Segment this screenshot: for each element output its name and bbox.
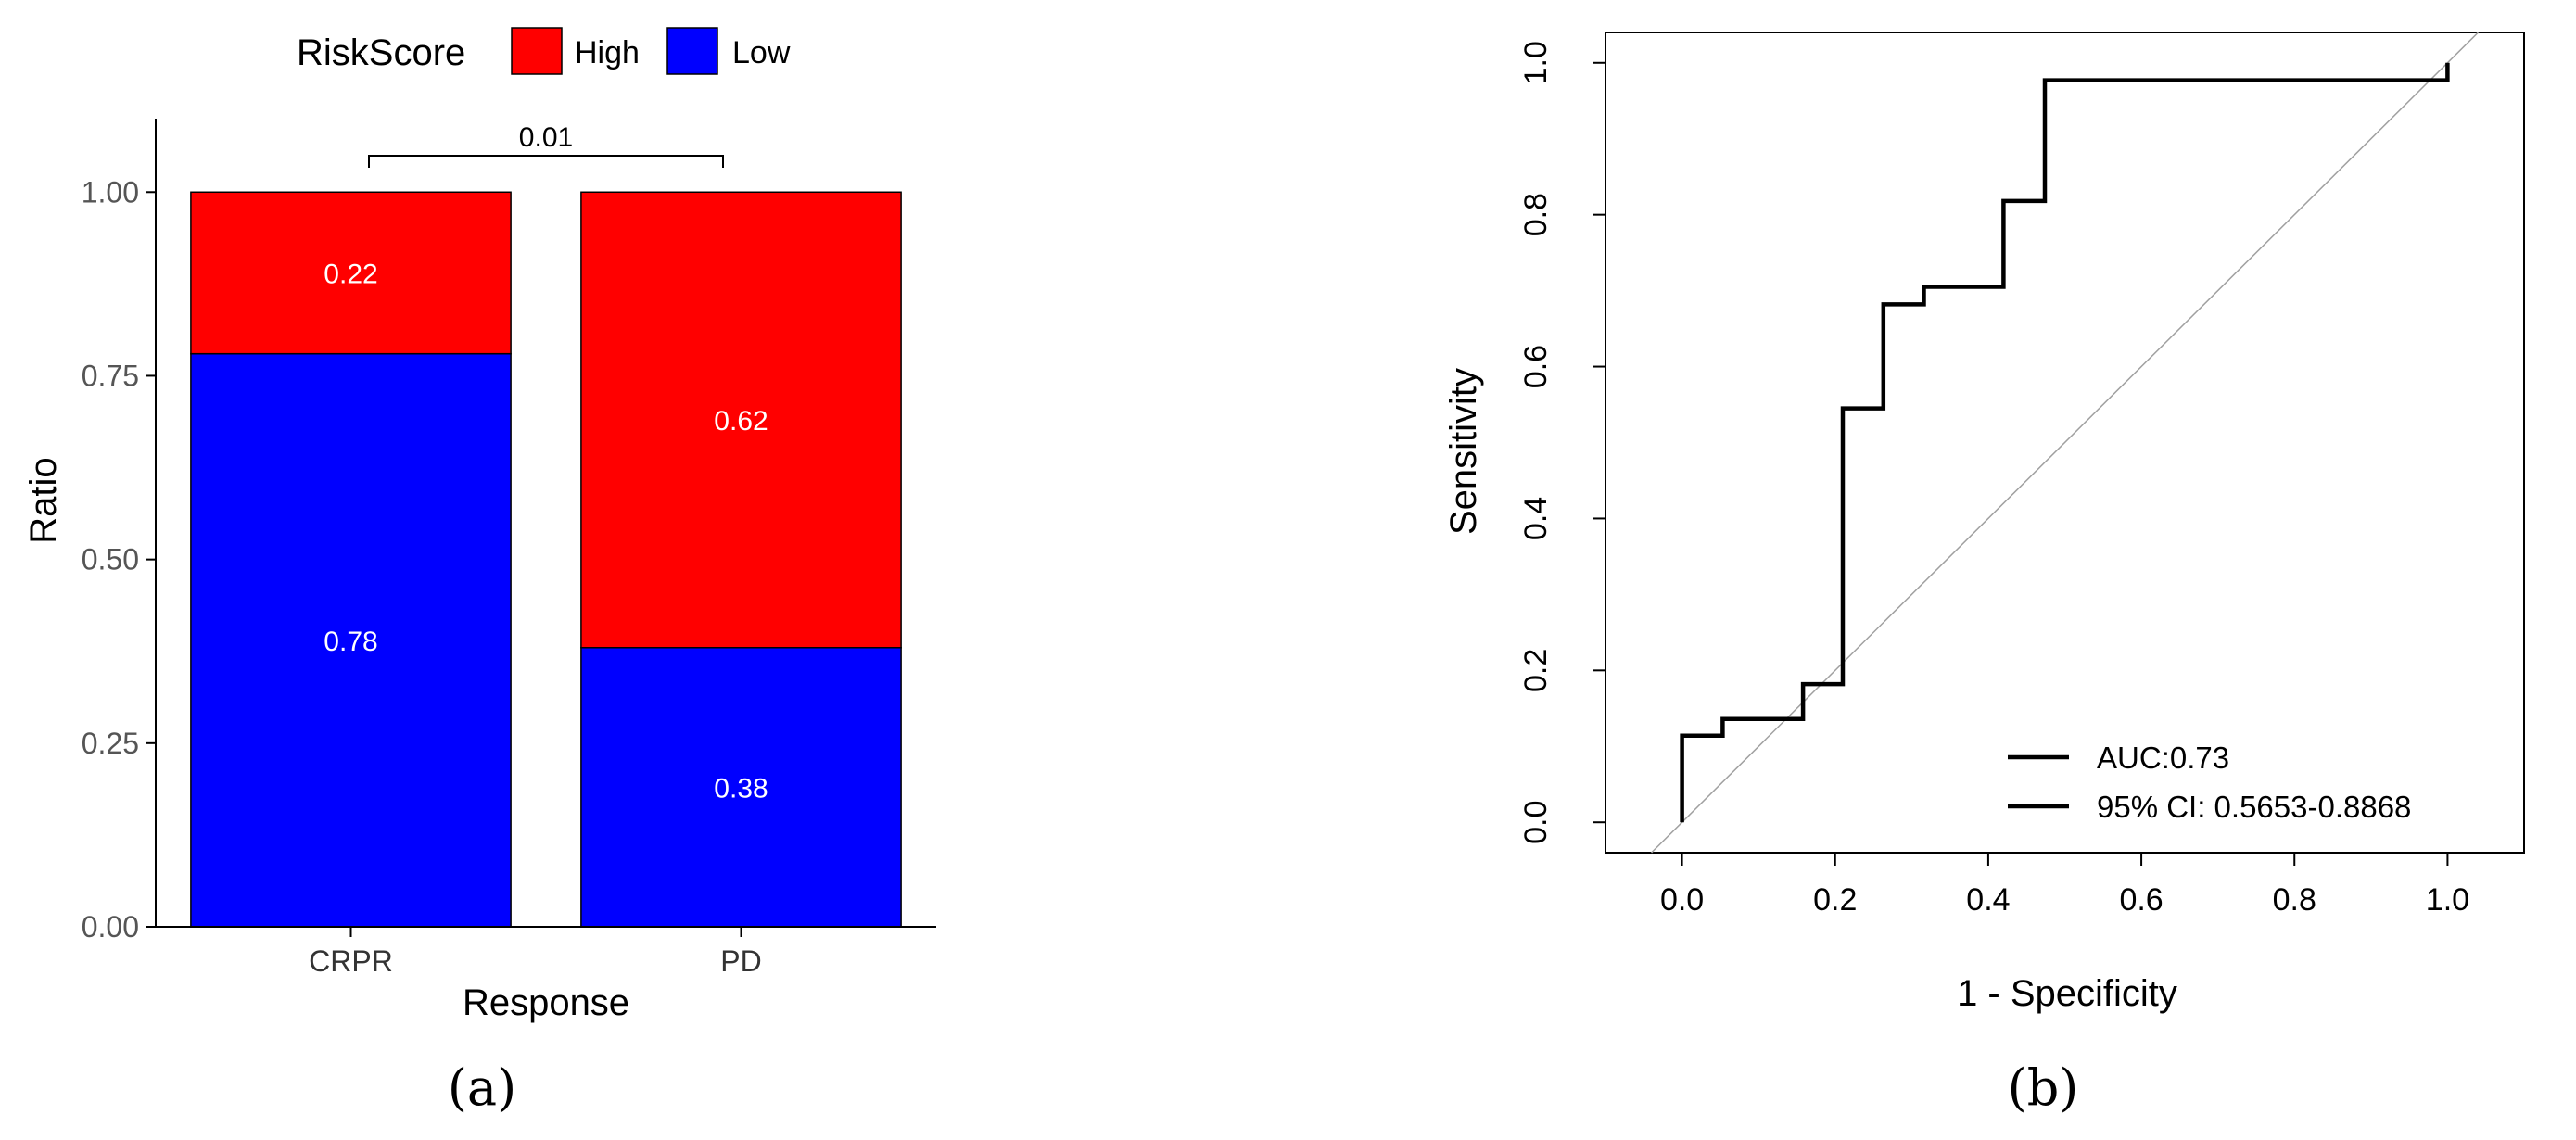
bar-value-label-crpr-low: 0.78 [324,627,377,657]
bar-crpr-high [190,191,512,355]
panel-a-stacked-bar-chart: RiskScore High Low 0.78 0.22 0.38 0.62 0.00… [23,27,936,1117]
bar-value-label-crpr-high: 0.22 [324,259,377,289]
reference-diagonal-line [1651,32,2479,854]
legend-title: RiskScore [297,32,465,73]
p-value-label: 0.01 [519,122,573,153]
legend-swatch-high [511,27,563,75]
bar-pd-high [580,191,902,649]
legend-label-low: Low [732,35,791,70]
x-tick-label: 0.4 [1966,882,2010,918]
y-tick-label: 0.2 [1518,649,1554,692]
panel-a-y-ticks: 0.00 0.25 0.50 0.75 1.00 [82,175,156,944]
panel-b-roc-curve: 0.0 0.2 0.4 0.6 0.8 1.0 0.0 0.2 0.4 0.6 0.8 1.0 AU… [1443,32,2525,1117]
legend-label-auc: AUC:0.73 [2097,741,2229,775]
y-tick-label: 0.0 [1518,801,1554,844]
y-tick-label: 0.50 [82,543,139,576]
panel-b-legend: AUC:0.73 95% CI: 0.5653-0.8868 [2008,741,2411,824]
panel-a-bar-labels: 0.78 0.22 0.38 0.62 [324,259,768,804]
panel-a-legend: RiskScore High Low [297,27,791,75]
y-tick-label: 0.4 [1518,497,1554,540]
panel-a-caption: (a) [448,1058,516,1117]
panel-a-x-ticks: CRPR PD [309,927,762,978]
x-tick-label: PD [720,944,761,978]
legend-label-high: High [575,35,640,70]
panel-b-caption: (b) [2008,1058,2079,1117]
panel-a-bars [190,191,902,928]
y-tick-label: 0.25 [82,727,139,760]
panel-b-y-ticks: 0.0 0.2 0.4 0.6 0.8 1.0 [1518,41,1606,844]
panel-b-x-ticks: 0.0 0.2 0.4 0.6 0.8 1.0 [1660,852,2469,918]
panel-b-y-axis-label: Sensitivity [1443,368,1484,535]
x-tick-label: 0.2 [1813,882,1857,918]
bar-value-label-pd-high: 0.62 [714,406,768,437]
x-tick-label: 1.0 [2426,882,2469,918]
significance-bracket-line [368,155,724,168]
panel-a-x-axis-label: Response [463,982,629,1023]
legend-swatch-low [666,27,718,75]
roc-curve-line [1680,62,2450,823]
y-tick-label: 0.75 [82,359,139,392]
x-tick-label: 0.0 [1660,882,1704,918]
panel-b-x-axis-label: 1 - Specificity [1957,973,2177,1014]
bar-value-label-pd-low: 0.38 [714,773,768,804]
bar-crpr-low [190,352,512,928]
x-tick-label: 0.8 [2273,882,2316,918]
panel-a-y-axis-label: Ratio [23,457,64,543]
legend-label-ci: 95% CI: 0.5653-0.8868 [2097,790,2411,824]
significance-bracket: 0.01 [368,122,724,168]
y-tick-label: 1.0 [1518,41,1554,84]
y-tick-label: 1.00 [82,175,139,209]
y-tick-label: 0.6 [1518,345,1554,388]
y-tick-label: 0.00 [82,910,139,944]
x-tick-label: CRPR [309,944,393,978]
y-tick-label: 0.8 [1518,193,1554,236]
x-tick-label: 0.6 [2119,882,2163,918]
